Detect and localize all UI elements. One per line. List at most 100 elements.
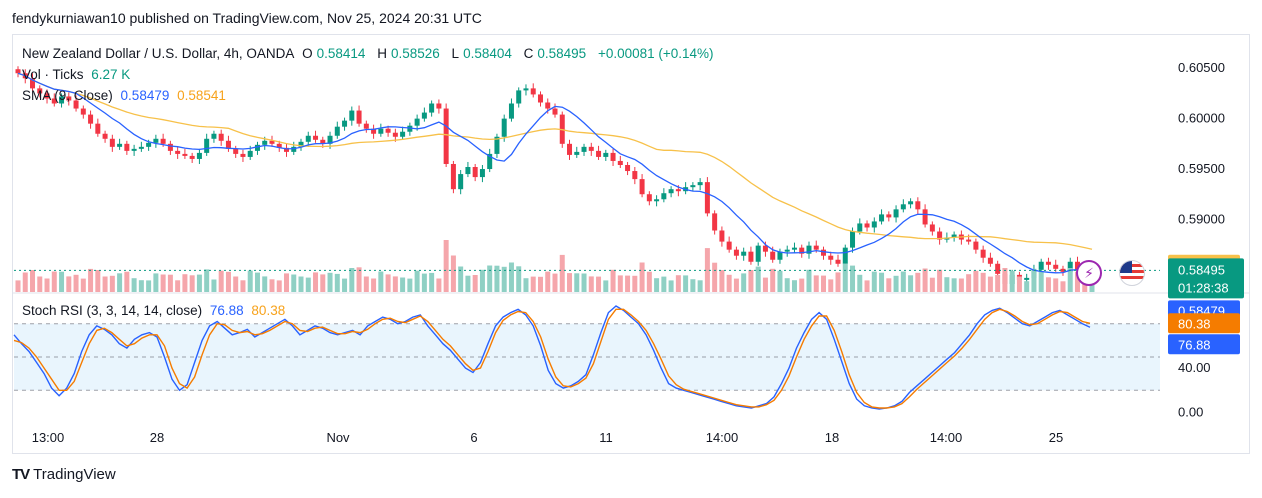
volume-bar [610,269,616,292]
price-tick-label: 0.60500 [1178,60,1225,75]
candle-body [400,131,406,137]
volume-bar [777,270,783,292]
candle-body [30,78,36,89]
volume-bar [639,262,645,292]
candle-body [472,167,478,178]
volume-bar [690,279,696,292]
candle-body [879,214,885,222]
last-price-tag [1168,258,1244,299]
c-value: 0.58495 [537,46,587,61]
candle-body [378,128,384,134]
volume-bar [225,271,231,292]
candle-body [429,103,435,113]
symbol-title[interactable]: New Zealand Dollar / U.S. Dollar, 4h, OA… [22,46,295,61]
candle-body [313,135,319,140]
stoch-tick-label: 0.00 [1178,404,1203,419]
candle-body [588,146,594,151]
stoch-d-tag [1168,313,1240,334]
candle-body [1038,261,1044,270]
candle-body [189,155,195,159]
volume-bar [494,265,500,292]
volume-bar [378,271,384,292]
volume-bar [1074,271,1080,292]
candle-body [262,140,268,145]
volume-bar [80,278,86,292]
lightning-icon[interactable]: ⚡ [1076,260,1102,286]
volume-bar [276,280,282,292]
candle-body [857,223,863,232]
volume-bar [284,273,289,292]
candle-body [821,249,826,256]
volume-bar [799,278,805,292]
candle-body [987,257,993,264]
volume-bar [791,280,797,292]
sma-label[interactable]: SMA (9, Close) [22,88,113,103]
candle-body [813,245,819,250]
volume-bar [567,273,573,292]
volume-bar [741,273,747,292]
volume-bar [806,269,812,292]
stoch-k-tag [1168,334,1240,355]
candle-body [733,249,739,256]
volume-bar [189,275,195,292]
volume-bar [966,274,972,292]
volume-bar [371,278,377,292]
volume-bar [1002,268,1008,292]
candle-body [784,249,790,252]
candle-body [138,146,144,149]
tradingview-logo-icon: TV [12,466,30,483]
volume-bar [1045,277,1051,292]
legend-stoch: Stoch RSI (3, 3, 14, 14, close) 76.88 80… [22,303,289,318]
volume-bar [828,279,834,292]
candle-body [211,133,217,139]
l-label: L [451,46,460,61]
volume-bar [414,270,420,292]
candle-body [284,147,289,152]
volume-bar [545,271,551,292]
volume-bar [392,276,398,292]
candle-body [1053,264,1059,269]
volume-bar [443,240,449,292]
volume-bar [15,280,21,292]
volume-bar [233,276,239,292]
volume-label[interactable]: Vol · Ticks [22,67,84,82]
volume-bar [153,273,159,292]
candle-body [850,231,856,248]
candle-body [167,143,173,151]
candle-body [661,193,667,200]
volume-bar [813,275,819,292]
candle-body [770,251,776,260]
volume-bar [850,265,856,292]
countdown-label: 01:28:38 [1178,280,1229,295]
candle-body [44,93,50,99]
candle-body [675,189,681,192]
candle-body [603,152,609,157]
stoch-label[interactable]: Stoch RSI (3, 3, 14, 14, close) [22,303,203,318]
us-flag-icon[interactable] [1119,260,1145,286]
candle-body [276,143,282,148]
candle-body [175,150,181,154]
volume-bar [683,275,689,292]
candle-body [617,160,623,165]
legend-main: New Zealand Dollar / U.S. Dollar, 4h, OA… [22,46,718,61]
candle-body [349,110,355,121]
candle-body [363,123,369,129]
volume-bar [429,272,435,292]
candle-body [1045,261,1051,265]
volume-bar [204,269,210,292]
candle-body [465,167,471,175]
footer-brand[interactable]: TV TradingView [12,466,116,483]
volume-bar [900,271,906,292]
volume-bar [603,280,609,292]
volume-bar [893,275,899,292]
volume-bar [697,280,703,292]
volume-bar [937,269,943,292]
volume-bar [182,274,188,292]
stoch-d-line [13,308,1091,409]
candle-body [719,230,725,242]
candle-body [247,150,253,157]
volume-bar [313,272,319,292]
volume-bar [73,274,79,292]
volume-bar [632,275,638,292]
